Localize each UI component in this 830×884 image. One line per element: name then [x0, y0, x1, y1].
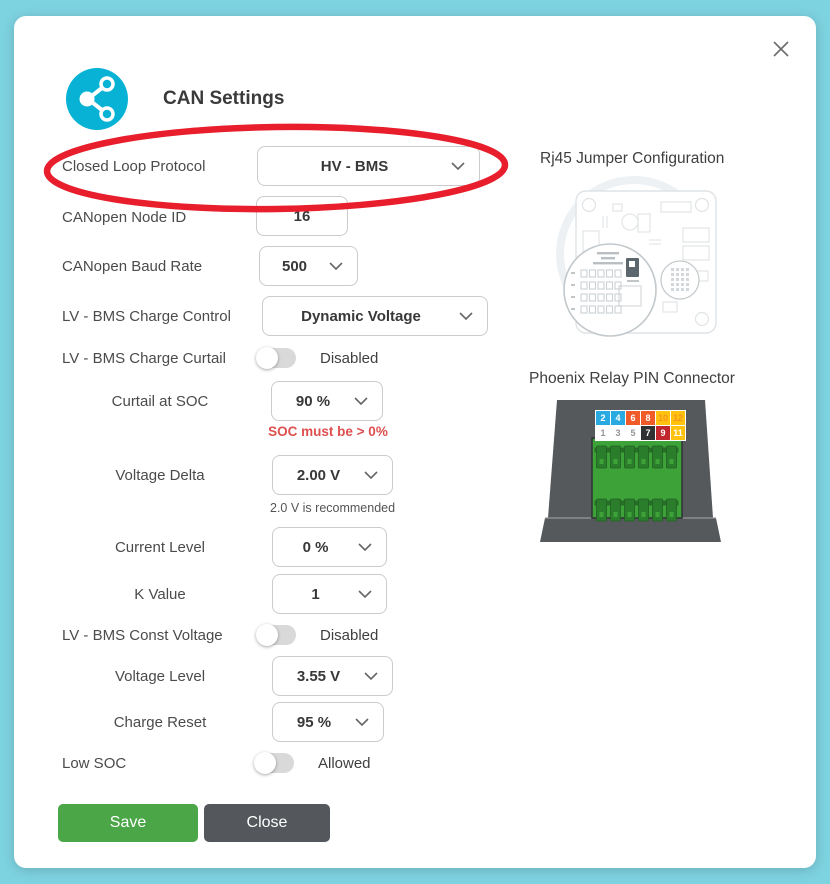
save-button[interactable]: Save [58, 804, 198, 842]
pin-4: 4 [611, 411, 625, 425]
canopen-baud-rate-label: CANopen Baud Rate [62, 257, 203, 275]
k-value-select[interactable]: 1 [272, 574, 387, 614]
toggle-knob [254, 752, 276, 774]
lv-bms-charge-curtail-state: Disabled [320, 349, 379, 367]
pin-6: 6 [626, 411, 640, 425]
closed-loop-protocol-value: HV - BMS [320, 157, 389, 175]
pin-9: 9 [656, 426, 670, 440]
canopen-node-id-input[interactable] [256, 196, 348, 236]
pin-5: 5 [626, 426, 640, 440]
pin-11: 11 [671, 426, 685, 440]
canopen-node-id-label: CANopen Node ID [62, 208, 187, 226]
current-level-label: Current Level [114, 538, 206, 556]
closed-loop-protocol-select[interactable]: HV - BMS [257, 146, 480, 186]
chevron-down-icon [364, 471, 392, 479]
chevron-down-icon [358, 590, 386, 598]
voltage-level-label: Voltage Level [114, 667, 206, 685]
low-soc-label: Low SOC [62, 754, 127, 772]
lv-bms-const-voltage-state: Disabled [320, 626, 379, 644]
lv-bms-const-voltage-toggle[interactable] [256, 624, 296, 646]
charge-reset-label: Charge Reset [113, 713, 207, 731]
k-value-value: 1 [311, 585, 320, 603]
chevron-down-icon [354, 397, 382, 405]
rj45-jumper-heading: Rj45 Jumper Configuration [540, 150, 725, 167]
voltage-delta-label: Voltage Delta [115, 466, 205, 484]
curtail-at-soc-select[interactable]: 90 % [271, 381, 383, 421]
lv-bms-charge-control-select[interactable]: Dynamic Voltage [262, 296, 488, 336]
phoenix-pin-map: 2 4 6 8 10 12 1 3 5 7 9 11 [595, 410, 686, 441]
current-level-select[interactable]: 0 % [272, 527, 387, 567]
share-network-icon [66, 68, 128, 130]
curtail-at-soc-label: Curtail at SOC [111, 392, 209, 410]
pin-7: 7 [641, 426, 655, 440]
canopen-baud-rate-select[interactable]: 500 [259, 246, 358, 286]
page-title: CAN Settings [163, 88, 285, 109]
chevron-down-icon [329, 262, 357, 270]
charge-reset-select[interactable]: 95 % [272, 702, 384, 742]
canopen-baud-rate-value: 500 [281, 257, 308, 275]
low-soc-state: Allowed [318, 754, 371, 772]
current-level-value: 0 % [302, 538, 329, 556]
closed-loop-protocol-label: Closed Loop Protocol [62, 157, 206, 175]
chevron-down-icon [358, 543, 386, 551]
charge-reset-value: 95 % [296, 713, 332, 731]
toggle-knob [256, 624, 278, 646]
voltage-level-value: 3.55 V [296, 667, 341, 685]
chevron-down-icon [355, 718, 383, 726]
chevron-down-icon [364, 672, 392, 680]
lv-bms-charge-control-value: Dynamic Voltage [301, 307, 421, 325]
phoenix-connector-heading: Phoenix Relay PIN Connector [529, 370, 735, 387]
chevron-down-icon [459, 312, 487, 320]
pin-8: 8 [641, 411, 655, 425]
voltage-delta-select[interactable]: 2.00 V [272, 455, 393, 495]
toggle-knob [256, 347, 278, 369]
k-value-label: K Value [134, 585, 186, 603]
close-icon[interactable] [768, 36, 794, 62]
low-soc-toggle[interactable] [254, 752, 294, 774]
pin-1: 1 [596, 426, 610, 440]
voltage-level-select[interactable]: 3.55 V [272, 656, 393, 696]
chevron-down-icon [451, 162, 479, 170]
curtail-at-soc-value: 90 % [295, 392, 331, 410]
lv-bms-const-voltage-label: LV - BMS Const Voltage [62, 626, 223, 644]
soc-validation-message: SOC must be > 0% [268, 424, 388, 439]
voltage-delta-value: 2.00 V [296, 466, 341, 484]
pin-10: 10 [656, 411, 670, 425]
lv-bms-charge-curtail-label: LV - BMS Charge Curtail [62, 349, 226, 367]
voltage-delta-hint: 2.0 V is recommended [270, 501, 396, 515]
close-button[interactable]: Close [204, 804, 330, 842]
rj45-pcb-diagram [556, 176, 717, 337]
pin-2: 2 [596, 411, 610, 425]
lv-bms-charge-control-label: LV - BMS Charge Control [62, 307, 231, 325]
lv-bms-charge-curtail-toggle[interactable] [256, 347, 296, 369]
pin-3: 3 [611, 426, 625, 440]
pin-12: 12 [671, 411, 685, 425]
